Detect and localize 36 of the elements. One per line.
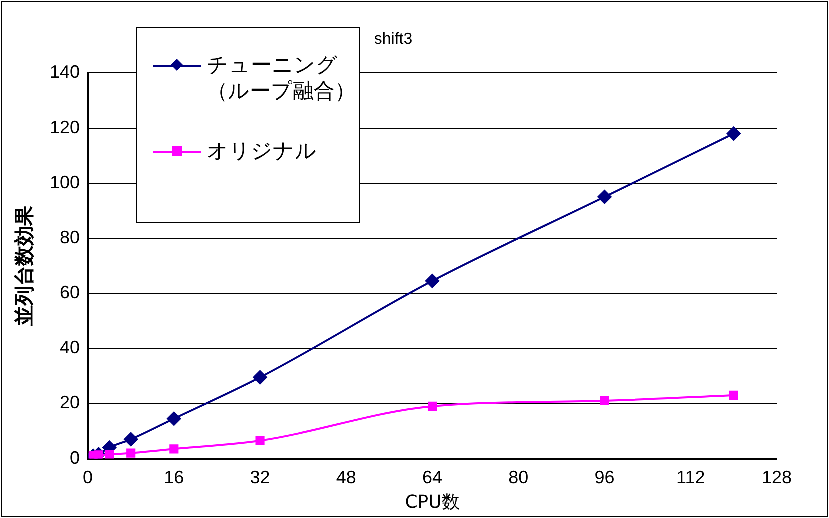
x-axis-title: CPU数	[405, 492, 460, 513]
point	[726, 126, 741, 141]
x-tick-label: 48	[336, 468, 356, 488]
point	[105, 450, 114, 459]
x-tick-label: 112	[676, 468, 706, 488]
x-tick-label: 16	[164, 468, 184, 488]
x-tick-label: 128	[762, 468, 792, 488]
point	[167, 412, 182, 426]
point	[124, 432, 138, 447]
x-tick-label: 80	[508, 468, 529, 488]
point	[729, 390, 738, 400]
point	[94, 450, 104, 459]
y-tick-label: 20	[60, 392, 80, 413]
point	[428, 402, 438, 412]
y-tick-label: 40	[60, 338, 80, 358]
point	[256, 436, 265, 446]
point	[600, 396, 610, 406]
point	[426, 274, 440, 288]
legend-label: チューニング（ループ融合）	[207, 52, 357, 104]
y-tick-label: 0	[70, 448, 80, 468]
legend-label: オリジナル	[207, 138, 318, 164]
point	[126, 448, 136, 458]
y-tick-label: 80	[60, 227, 80, 248]
x-tick-label: 96	[594, 468, 615, 488]
x-tick-label: 0	[83, 468, 94, 488]
point	[598, 190, 612, 204]
point	[170, 444, 179, 454]
y-tick-label: 60	[60, 282, 80, 303]
y-tick-label: 140	[50, 62, 80, 82]
y-tick-label: 120	[50, 117, 80, 138]
chart-title: shift3	[374, 31, 413, 48]
y-tick-label: 100	[50, 172, 80, 192]
point	[253, 370, 268, 385]
x-tick-label: 64	[422, 468, 443, 488]
x-tick-label: 32	[250, 468, 270, 488]
y-axis-title: 並列台数効果	[12, 205, 36, 327]
